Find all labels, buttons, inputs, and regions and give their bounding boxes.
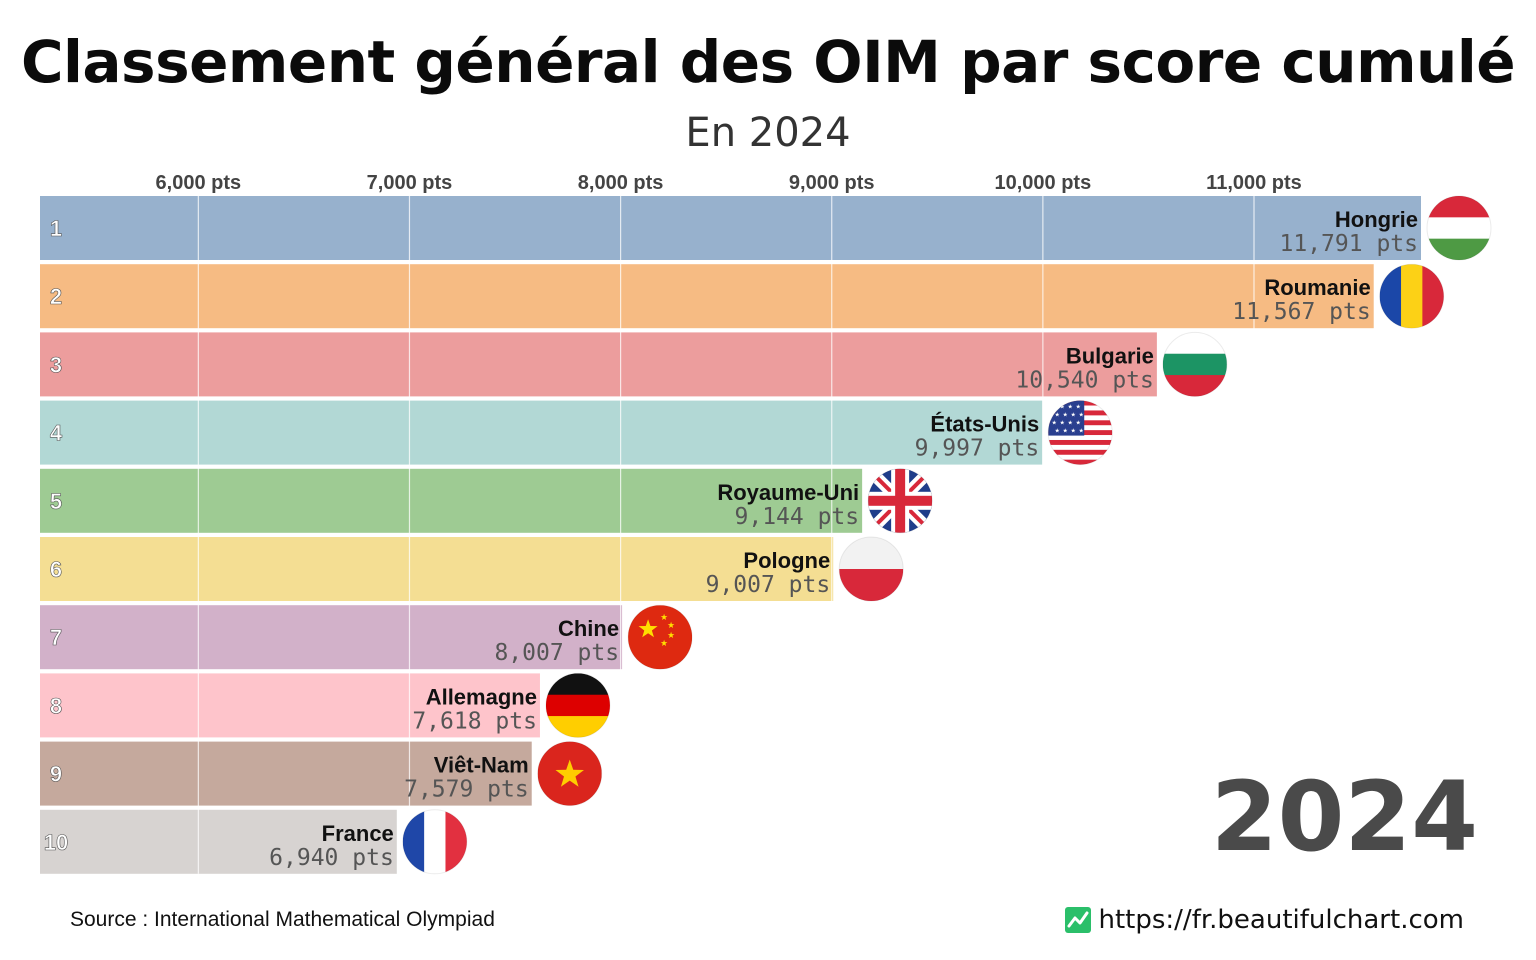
x-tick-label: 6,000 pts	[156, 172, 242, 194]
uk-flag-icon	[867, 468, 933, 534]
rank-label: 5	[50, 489, 62, 514]
bar-5	[40, 468, 863, 533]
year-label: 2024	[1211, 761, 1478, 873]
value-label: 9,007 pts	[706, 572, 831, 598]
bar-9	[40, 741, 532, 806]
value-label: 7,579 pts	[404, 777, 529, 803]
rank-label: 9	[50, 762, 62, 787]
bar-3	[40, 332, 1157, 397]
hungary-flag-icon	[1426, 195, 1492, 261]
rank-label: 3	[50, 352, 62, 377]
country-label: Hongrie	[1335, 207, 1418, 232]
rank-label: 2	[50, 284, 62, 309]
rank-label: 1	[50, 216, 62, 241]
bar-1	[40, 196, 1421, 260]
axis-ticks: 6,000 pts 7,000 pts 8,000 pts 9,000 pts 10,0…	[156, 172, 1302, 194]
country-label: États-Unis	[930, 412, 1039, 437]
rank-label: 6	[50, 557, 62, 582]
country-label: Bulgarie	[1066, 343, 1154, 368]
website-credit[interactable]: https://fr.beautifulchart.com	[1064, 905, 1465, 935]
value-label: 6,940 pts	[269, 845, 394, 871]
bar-8	[40, 673, 540, 738]
germany-flag-icon	[545, 672, 611, 738]
value-label: 11,791 pts	[1280, 231, 1418, 257]
bar-6	[40, 537, 834, 601]
country-label: Roumanie	[1264, 275, 1370, 300]
x-tick-label: 7,000 pts	[367, 172, 453, 194]
bulgaria-flag-icon	[1162, 331, 1228, 397]
france-flag-icon	[402, 809, 468, 875]
country-label: Allemagne	[426, 684, 537, 709]
chart-subtitle: En 2024	[685, 110, 851, 156]
x-tick-label: 9,000 pts	[789, 172, 875, 194]
value-label: 11,567 pts	[1232, 299, 1370, 325]
bar-2	[40, 264, 1374, 329]
rank-label: 7	[50, 625, 62, 650]
bar-4	[40, 400, 1043, 465]
value-label: 9,997 pts	[915, 436, 1040, 462]
usa-flag-icon	[1047, 400, 1113, 466]
x-tick-label: 11,000 pts	[1206, 172, 1302, 194]
poland-flag-icon	[838, 536, 904, 602]
chart-title: Classement général des OIM par score cum…	[20, 28, 1516, 96]
website-link[interactable]: https://fr.beautifulchart.com	[1098, 905, 1465, 935]
x-tick-label: 10,000 pts	[994, 172, 1091, 194]
chart-line-icon	[1064, 907, 1091, 933]
value-label: 7,618 pts	[412, 708, 537, 734]
value-label: 9,144 pts	[735, 504, 860, 530]
bar-10	[40, 809, 397, 874]
rank-label: 4	[50, 421, 63, 446]
romania-flag-icon	[1379, 263, 1445, 329]
country-label: Royaume-Uni	[717, 480, 859, 505]
country-label: Chine	[558, 616, 619, 641]
country-label: France	[322, 821, 394, 846]
vietnam-flag-icon	[537, 741, 603, 807]
rank-label: 8	[50, 693, 62, 718]
x-tick-label: 8,000 pts	[578, 172, 664, 194]
value-label: 10,540 pts	[1015, 367, 1153, 393]
bars-layer	[40, 196, 1421, 874]
flags-layer	[402, 195, 1492, 875]
china-flag-icon	[627, 604, 693, 670]
source-note: Source : International Mathematical Olym…	[70, 908, 495, 931]
value-label: 8,007 pts	[494, 640, 619, 666]
grid-layer	[197, 196, 1255, 874]
rank-label: 10	[44, 830, 68, 855]
country-label: Pologne	[743, 548, 830, 573]
bar-7	[40, 605, 623, 670]
country-label: Viêt-Nam	[434, 753, 529, 778]
